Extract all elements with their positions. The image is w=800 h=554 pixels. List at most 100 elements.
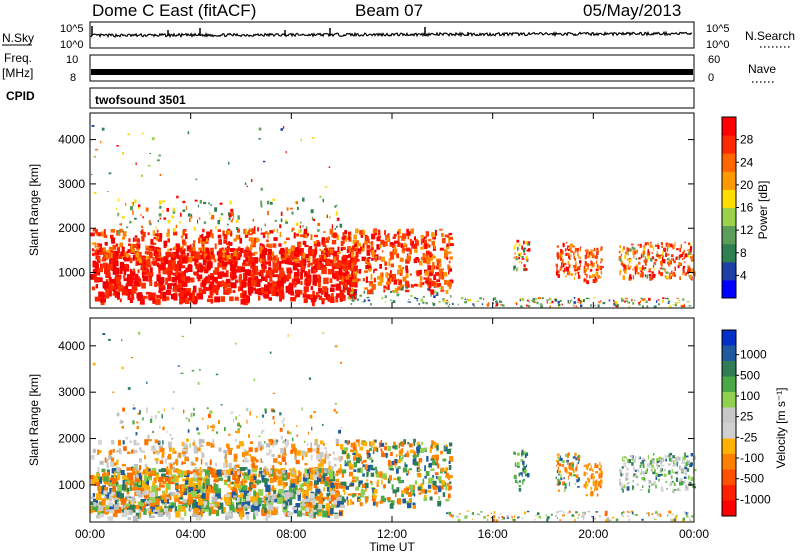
echo-cell [558, 470, 561, 473]
echo-cell [573, 301, 577, 304]
echo-cell [447, 493, 451, 499]
echo-cell [639, 243, 642, 247]
echo-cell [425, 254, 429, 259]
echo-cell [642, 250, 646, 255]
echo-cell [319, 248, 321, 252]
echo-cell [302, 293, 307, 298]
echo-cell [291, 443, 296, 448]
echo-cell [391, 252, 396, 255]
echo-cell [294, 457, 297, 460]
echo-cell [122, 236, 126, 240]
echo-cell [362, 243, 365, 248]
echo-cell [387, 446, 392, 451]
echo-cell [209, 503, 214, 507]
echo-cell [577, 486, 580, 488]
echo-cell [384, 289, 388, 291]
echo-cell [556, 453, 560, 456]
echo-cell [197, 447, 201, 452]
echo-cell [281, 469, 286, 474]
echo-cell [134, 468, 138, 471]
echo-cell [366, 244, 370, 249]
echo-cell [372, 229, 377, 234]
echo-cell [103, 476, 109, 482]
echo-cell [600, 473, 603, 478]
echo-cell [90, 496, 95, 499]
echo-cell [567, 261, 570, 265]
echo-cell [345, 485, 349, 490]
echo-cell [207, 424, 209, 430]
echo-cell [129, 440, 133, 443]
echo-cell [374, 249, 377, 253]
echo-cell [121, 253, 127, 256]
echo-cell [375, 469, 378, 474]
echo-cell [564, 486, 567, 489]
echo-cell [557, 467, 559, 470]
echo-cell [439, 287, 441, 290]
echo-cell [282, 126, 285, 129]
echo-cell [312, 280, 317, 286]
echo-cell [464, 516, 468, 519]
echo-cell [273, 266, 280, 271]
echo-cell [311, 471, 314, 475]
echo-cell [263, 500, 267, 504]
echo-cell [236, 430, 240, 434]
echo-cell [165, 277, 169, 285]
echo-cell [156, 294, 161, 299]
echo-cell [140, 231, 143, 234]
echo-cell [283, 259, 286, 263]
echo-cell [170, 492, 177, 496]
echo-cell [341, 471, 345, 478]
echo-cell [422, 447, 427, 452]
echo-cell [137, 276, 140, 280]
echo-cell [315, 488, 321, 494]
echo-cell [147, 434, 150, 440]
echo-cell [680, 244, 683, 249]
echo-cell [683, 256, 686, 260]
echo-cell [199, 470, 202, 477]
echo-cell [173, 251, 179, 256]
echo-cell [521, 297, 524, 300]
echo-cell [516, 267, 518, 272]
echo-cell [584, 261, 587, 266]
echo-cell [393, 477, 397, 481]
echo-cell [186, 288, 191, 293]
echo-cell [597, 304, 600, 308]
echo-cell [690, 478, 694, 481]
echo-cell [607, 519, 610, 523]
echo-cell [141, 480, 146, 484]
echo-cell [295, 289, 300, 295]
echo-cell [109, 246, 114, 251]
echo-cell [155, 225, 157, 230]
echo-cell [620, 254, 623, 256]
echo-cell [314, 250, 317, 257]
echo-cell [317, 509, 322, 517]
echo-cell [549, 305, 551, 308]
echo-cell [108, 452, 111, 456]
echo-cell [521, 451, 524, 456]
echo-cell [233, 507, 237, 513]
echo-cell [299, 472, 302, 477]
echo-cell [626, 486, 630, 491]
echo-cell [403, 244, 408, 248]
echo-cell [221, 506, 225, 514]
echo-cell [313, 241, 318, 247]
echo-cell [423, 257, 428, 263]
echo-cell [596, 487, 599, 491]
echo-cell [433, 295, 436, 298]
echo-cell [622, 456, 624, 461]
echo-cell [301, 407, 303, 411]
echo-cell [199, 235, 203, 239]
echo-cell [404, 280, 409, 287]
echo-cell [535, 514, 537, 517]
echo-cell [569, 462, 573, 467]
echo-cell [539, 303, 543, 305]
echo-cell [672, 480, 675, 483]
echo-cell [397, 269, 399, 275]
echo-cell [654, 469, 656, 473]
echo-cell [309, 414, 313, 419]
echo-cell [148, 245, 153, 252]
echo-cell [683, 452, 686, 457]
echo-cell [558, 510, 561, 512]
echo-cell [247, 279, 252, 287]
echo-cell [595, 268, 599, 271]
